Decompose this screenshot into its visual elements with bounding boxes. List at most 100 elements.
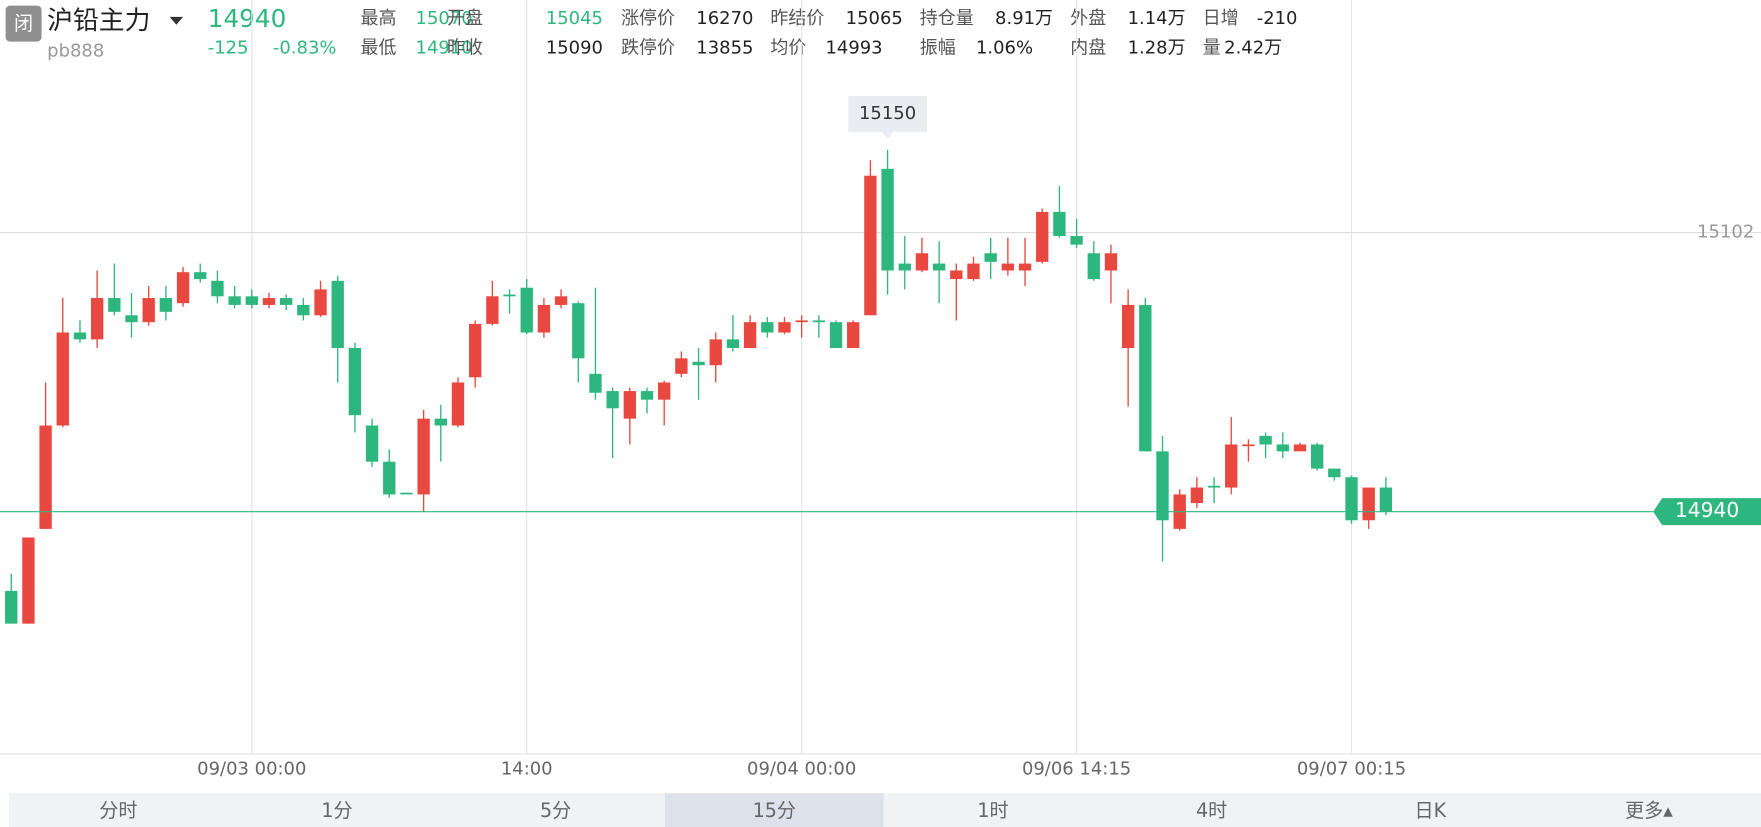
stat-value: 16270 bbox=[696, 8, 753, 29]
candle-body bbox=[1207, 485, 1221, 488]
change-pct: -0.83% bbox=[273, 37, 337, 58]
stat-label: 跌停价 bbox=[621, 37, 675, 58]
candle-body bbox=[829, 322, 843, 348]
candle-body bbox=[73, 332, 87, 340]
candle-body bbox=[1121, 304, 1135, 348]
candle-body bbox=[1104, 253, 1118, 271]
dropdown-arrow[interactable] bbox=[169, 16, 184, 25]
last-price-label: 14940 bbox=[1675, 498, 1739, 522]
x-tick-label: 14:00 bbox=[501, 759, 553, 780]
candle-body bbox=[640, 391, 654, 400]
tab[interactable]: 15分 bbox=[753, 799, 796, 822]
candle-body bbox=[142, 298, 155, 323]
tab-bar bbox=[8, 793, 1761, 827]
candle-body bbox=[262, 298, 276, 305]
stat-value: 2.42万 bbox=[1224, 37, 1282, 58]
stat-label: 最高 bbox=[361, 8, 397, 29]
stat-value: 13855 bbox=[696, 37, 753, 58]
x-tick-label: 09/04 00:00 bbox=[747, 759, 856, 780]
candle-body bbox=[486, 296, 499, 324]
contract-code: pb888 bbox=[47, 41, 104, 62]
candle-body bbox=[537, 304, 551, 333]
candle-body bbox=[915, 253, 929, 271]
candle-body bbox=[365, 425, 379, 462]
candle-body bbox=[1362, 487, 1375, 521]
candle-body bbox=[39, 425, 52, 529]
candle-body bbox=[348, 347, 362, 416]
tab-active-bg bbox=[664, 793, 884, 827]
candle-body bbox=[847, 322, 860, 348]
candle-body bbox=[1070, 236, 1083, 245]
stat-value: 15045 bbox=[546, 8, 603, 29]
stat-label: 涨停价 bbox=[621, 8, 675, 29]
candle-body bbox=[761, 322, 774, 333]
candle-body bbox=[726, 339, 740, 348]
tab[interactable]: 1分 bbox=[321, 799, 352, 822]
y-tick-label: 15102 bbox=[1697, 222, 1754, 243]
candle-body bbox=[1018, 263, 1032, 271]
candle-body bbox=[400, 492, 413, 495]
candle-body bbox=[5, 590, 18, 624]
stat-label: 内盘 bbox=[1070, 37, 1106, 58]
badge-text: 闭 bbox=[14, 12, 33, 35]
candle-body bbox=[211, 280, 224, 297]
candle-body bbox=[159, 298, 173, 312]
stat-value: 15065 bbox=[846, 8, 903, 29]
status-badge bbox=[5, 5, 42, 42]
stat-value: 14993 bbox=[825, 37, 882, 58]
candle-body bbox=[434, 418, 447, 426]
candle-body bbox=[56, 332, 69, 426]
candle-body bbox=[692, 361, 705, 366]
candle-body bbox=[898, 263, 911, 271]
candle-body bbox=[881, 168, 894, 271]
x-tick-label: 09/06 14:15 bbox=[1022, 759, 1131, 780]
stat-label: 最低 bbox=[361, 37, 397, 58]
tab[interactable]: 更多▴ bbox=[1625, 799, 1673, 822]
candle-body bbox=[606, 391, 619, 409]
stat-label: 均价 bbox=[770, 37, 806, 58]
max-tooltip bbox=[848, 95, 927, 139]
candle-body bbox=[1139, 304, 1152, 452]
stat-label: 持仓量 bbox=[920, 8, 974, 29]
candle-body bbox=[1310, 444, 1324, 469]
candle-body bbox=[932, 263, 946, 271]
candle-body bbox=[194, 272, 207, 280]
candle-body bbox=[1276, 444, 1289, 452]
x-tick-label: 09/07 00:15 bbox=[1297, 759, 1406, 780]
tab[interactable]: 日K bbox=[1415, 799, 1447, 822]
candle-body bbox=[331, 280, 344, 348]
candle-body bbox=[709, 339, 722, 366]
stat-value: 8.91万 bbox=[995, 8, 1053, 29]
tab[interactable]: 5分 bbox=[540, 799, 571, 822]
stat-value: 15070 bbox=[416, 8, 473, 29]
change: -125 bbox=[208, 37, 249, 58]
candle-body bbox=[554, 296, 568, 305]
candle-body bbox=[743, 322, 757, 348]
last-price: 14940 bbox=[208, 4, 287, 33]
stat-value: 1.28万 bbox=[1128, 37, 1186, 58]
candle-body bbox=[589, 373, 602, 393]
candle-body bbox=[228, 296, 241, 305]
candle-body bbox=[1190, 487, 1204, 504]
tab[interactable]: 4时 bbox=[1196, 799, 1227, 822]
stat-label: 昨收 bbox=[447, 37, 483, 58]
candle-body bbox=[984, 253, 997, 262]
stat-label: 开盘 bbox=[447, 8, 483, 29]
candle-body bbox=[967, 263, 980, 280]
x-tick-label: 09/03 00:00 bbox=[197, 759, 306, 780]
candle-body bbox=[658, 382, 671, 400]
candle-body bbox=[864, 175, 877, 316]
stat-label: 日增 bbox=[1203, 8, 1239, 29]
stat-value: 1.14万 bbox=[1128, 8, 1186, 29]
tab[interactable]: 1时 bbox=[977, 799, 1008, 822]
contract-name[interactable]: 沪铅主力 bbox=[47, 6, 150, 36]
candle-body bbox=[778, 322, 791, 333]
candle-body bbox=[572, 303, 585, 359]
candle-body bbox=[623, 391, 637, 419]
candle-body bbox=[795, 320, 808, 323]
tab[interactable]: 分时 bbox=[99, 799, 137, 822]
candle-body bbox=[1379, 487, 1393, 512]
candle-body bbox=[1001, 263, 1015, 271]
